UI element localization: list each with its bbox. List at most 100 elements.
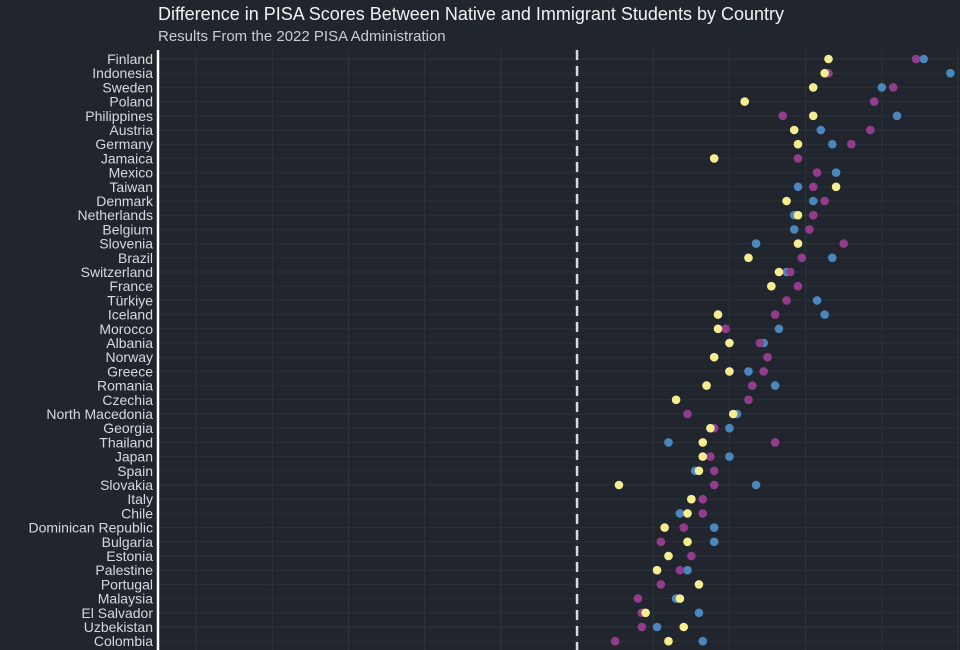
data-point	[767, 281, 776, 291]
country-label: Brazil	[118, 250, 153, 266]
data-point	[728, 409, 738, 419]
data-point	[709, 523, 719, 532]
data-point	[641, 608, 650, 618]
data-point	[675, 509, 685, 518]
data-point	[774, 324, 784, 334]
country-label: Netherlands	[78, 207, 154, 223]
data-point	[751, 239, 761, 248]
data-point	[709, 466, 719, 476]
data-point	[694, 608, 704, 618]
data-point	[759, 367, 769, 376]
country-label: Norway	[106, 349, 153, 365]
country-label: Philippines	[85, 108, 153, 124]
data-point	[675, 565, 685, 575]
data-point	[706, 452, 715, 461]
data-point	[660, 523, 669, 532]
data-point	[831, 168, 841, 177]
data-point	[664, 551, 673, 561]
data-point	[808, 210, 818, 220]
data-point	[694, 466, 704, 476]
data-point	[808, 196, 818, 206]
data-point	[793, 239, 803, 248]
data-point	[820, 196, 829, 206]
data-point	[610, 636, 620, 646]
data-point	[637, 622, 647, 632]
data-point	[698, 494, 708, 504]
chart-subtitle: Results From the 2022 PISA Administratio…	[158, 28, 446, 45]
data-point	[656, 537, 666, 547]
data-point	[709, 480, 719, 490]
data-point	[698, 438, 708, 447]
country-label: Albania	[106, 335, 153, 351]
data-point	[713, 310, 723, 319]
data-point	[793, 210, 803, 220]
country-label: Palestine	[95, 562, 153, 578]
country-label: Jamaica	[101, 150, 153, 166]
data-point	[755, 338, 765, 348]
data-point	[763, 352, 772, 362]
country-label: Slovenia	[99, 236, 153, 252]
country-label: Mexico	[109, 165, 154, 181]
country-label: Poland	[109, 94, 153, 110]
data-point	[656, 580, 666, 589]
data-point	[679, 622, 689, 632]
data-point	[694, 580, 704, 589]
data-point	[683, 509, 692, 518]
data-point	[698, 452, 708, 461]
data-point	[770, 381, 780, 390]
data-point	[793, 139, 803, 149]
data-point	[679, 523, 689, 532]
data-point	[725, 423, 734, 433]
data-point	[698, 636, 708, 646]
country-label: Dominican Republic	[28, 520, 153, 536]
country-label: Japan	[115, 449, 153, 465]
data-point	[725, 338, 734, 348]
data-point	[847, 139, 856, 149]
data-point	[888, 83, 898, 92]
country-label: El Salvador	[81, 605, 153, 621]
data-point	[919, 54, 929, 64]
data-point	[744, 253, 753, 263]
data-point	[839, 239, 849, 248]
country-label: Taiwan	[109, 179, 153, 195]
country-label: Türkiye	[107, 292, 153, 308]
data-point	[808, 83, 818, 92]
data-point	[820, 68, 829, 78]
data-point	[831, 182, 841, 192]
data-point	[774, 267, 784, 277]
data-point	[747, 381, 757, 390]
data-point	[789, 225, 799, 234]
country-label: Austria	[109, 122, 153, 138]
data-point	[725, 367, 734, 376]
country-label: Italy	[127, 491, 153, 507]
data-point	[614, 480, 624, 490]
data-point	[687, 494, 696, 504]
data-point	[709, 537, 719, 547]
data-point	[946, 68, 955, 78]
data-point	[824, 54, 833, 64]
data-point	[683, 409, 692, 419]
data-point	[808, 182, 818, 192]
country-label: North Macedonia	[46, 406, 153, 422]
data-point	[789, 125, 799, 135]
data-point	[877, 83, 887, 92]
data-point	[744, 367, 753, 376]
country-labels: FinlandIndonesiaSwedenPolandPhilippinesA…	[28, 51, 154, 649]
data-point	[866, 125, 875, 135]
country-label: Indonesia	[92, 65, 153, 81]
country-label: Chile	[121, 505, 153, 521]
data-point	[793, 154, 803, 163]
data-point	[725, 452, 734, 461]
data-point	[683, 565, 692, 575]
data-point	[793, 281, 803, 291]
data-point	[698, 509, 708, 518]
data-point	[816, 125, 826, 135]
data-point	[812, 168, 822, 177]
chart-title: Difference in PISA Scores Between Native…	[158, 4, 784, 24]
country-label: Bulgaria	[102, 534, 154, 550]
data-point	[778, 111, 788, 121]
data-point	[793, 182, 803, 192]
data-point	[770, 438, 780, 447]
